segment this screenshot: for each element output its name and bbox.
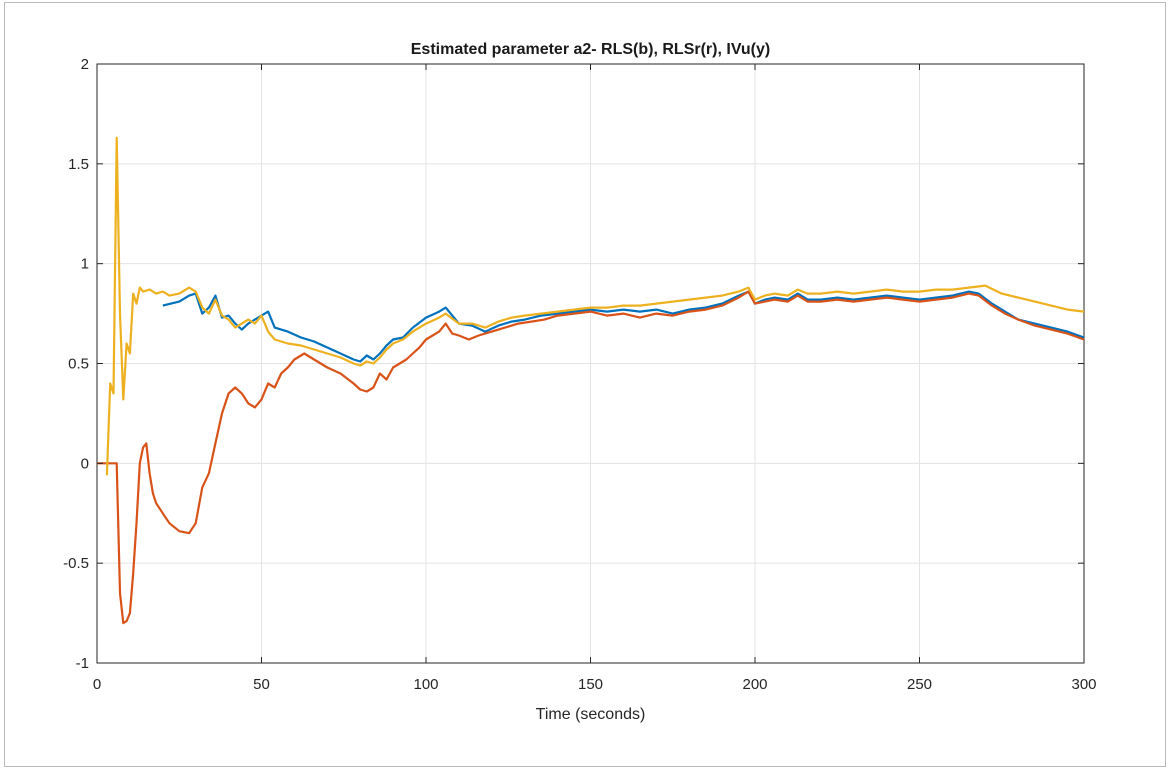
series-line-red <box>97 290 1085 625</box>
grid <box>97 64 1084 663</box>
y-tick-label: 0 <box>81 455 89 472</box>
x-tick-label: 100 <box>413 676 438 693</box>
x-tick-label: 250 <box>907 676 932 693</box>
series-layer <box>97 136 1085 625</box>
x-tick-label: 150 <box>578 676 603 693</box>
y-tick-label: 1 <box>81 256 89 273</box>
series-line-yellow <box>105 136 1085 476</box>
x-tick-label: 50 <box>253 676 270 693</box>
chart-title: Estimated parameter a2- RLS(b), RLSr(r),… <box>411 41 770 58</box>
x-tick-label: 0 <box>93 676 101 693</box>
y-tick-label: 0.5 <box>68 356 89 373</box>
y-tick-label: -1 <box>76 655 89 672</box>
y-tick-label: 2 <box>81 56 89 73</box>
ticks: 0 50 100 150 200 250 300 -1 -0.5 0 0.5 1 1.5 2 <box>63 56 1096 693</box>
x-axis-label: Time (seconds) <box>536 706 646 723</box>
series-line-blue <box>162 290 1085 363</box>
y-tick-label: 1.5 <box>68 156 89 173</box>
y-tick-label: -0.5 <box>63 555 89 572</box>
x-tick-label: 300 <box>1071 676 1096 693</box>
figure-frame <box>4 2 1166 767</box>
x-tick-label: 200 <box>742 676 767 693</box>
